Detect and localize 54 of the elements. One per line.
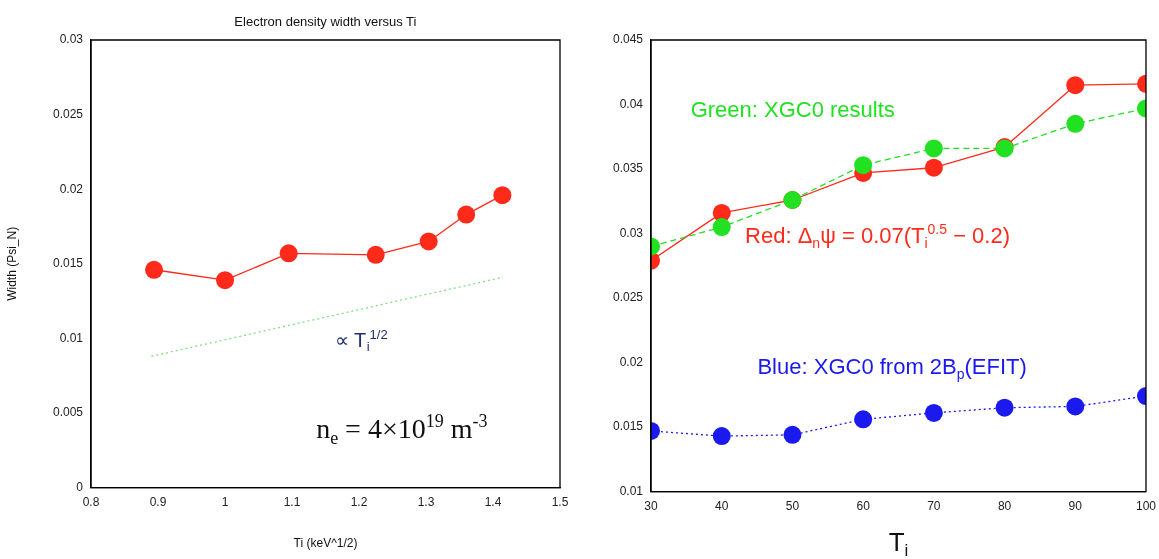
y-tick-label: 0.015	[613, 419, 644, 434]
point	[1066, 76, 1085, 95]
y-tick-label: 0.02	[59, 181, 84, 196]
x-tick-label: 1.5	[551, 495, 569, 510]
x-tick-label: 100	[1135, 499, 1157, 514]
point	[1066, 114, 1085, 133]
x-tick-label: 70	[927, 499, 941, 514]
y-tick-label: 0	[76, 479, 84, 494]
point	[783, 425, 802, 444]
point	[924, 158, 943, 177]
y-tick-label: 0.03	[619, 225, 644, 240]
x-tick-label: 1.2	[350, 495, 368, 510]
point	[924, 403, 943, 422]
point	[279, 244, 298, 263]
point	[854, 410, 873, 429]
x-tick-label: 80	[997, 499, 1012, 514]
y-tick-label: 0.04	[619, 96, 644, 111]
point	[924, 139, 943, 158]
x-tick-label: 30	[644, 499, 659, 514]
x-tick-label: 1	[221, 495, 229, 510]
y-tick-label: 0.045	[613, 32, 644, 47]
y-tick-label: 0.035	[613, 161, 644, 176]
y-tick-label: 0.02	[619, 354, 644, 369]
point	[712, 218, 731, 237]
y-tick-label: 0.005	[53, 405, 84, 420]
y-axis-title: Width (Psi_N)	[5, 226, 19, 301]
y-tick-label: 0.025	[613, 290, 644, 305]
x-tick-label: 90	[1068, 499, 1083, 514]
chart-title: Electron density width versus Ti	[234, 14, 417, 29]
point	[712, 427, 731, 446]
series-label: Green: XGC0 results	[690, 96, 895, 122]
y-tick-label: 0.03	[59, 32, 84, 47]
x-tick-label: 40	[715, 499, 729, 514]
y-tick-label: 0.01	[619, 483, 644, 498]
y-tick-label: 0.025	[53, 106, 84, 121]
x-tick-label: 0.9	[149, 495, 167, 510]
y-tick-label: 0.01	[59, 330, 84, 345]
point	[457, 205, 476, 224]
point	[1066, 397, 1085, 416]
point	[366, 245, 385, 264]
x-axis-title: Ti (keV^1/2)	[293, 536, 358, 550]
x-tick-label: 1.4	[484, 495, 502, 510]
point	[995, 398, 1014, 417]
y-tick-label: 0.015	[53, 256, 84, 271]
point	[145, 260, 164, 279]
x-tick-label: 50	[785, 499, 800, 514]
point	[854, 156, 873, 175]
point	[493, 186, 512, 205]
x-tick-label: 1.3	[417, 495, 435, 510]
x-tick-label: 1.1	[283, 495, 301, 510]
point	[419, 232, 438, 251]
x-tick-label: 0.8	[82, 495, 100, 510]
x-tick-label: 60	[856, 499, 871, 514]
point	[216, 271, 235, 290]
